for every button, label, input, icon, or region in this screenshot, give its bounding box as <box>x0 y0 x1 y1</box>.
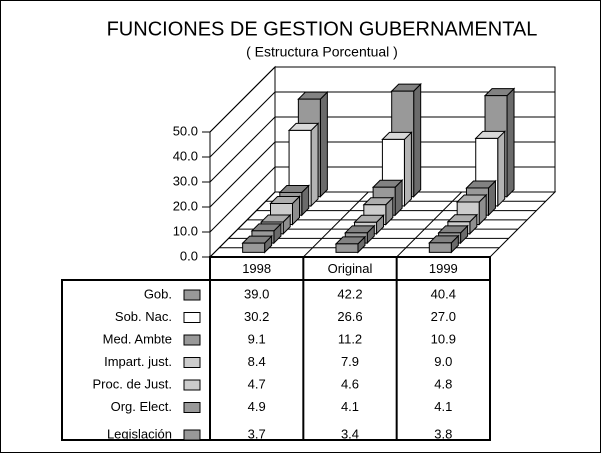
y-tick-label: 20.0 <box>173 198 198 213</box>
table-value: 40.4 <box>431 286 456 301</box>
bar-side <box>310 122 319 208</box>
y-tick-label: 30.0 <box>173 173 198 188</box>
table-value: 9.0 <box>434 354 452 369</box>
grid-line <box>209 91 276 158</box>
legend-swatch <box>183 402 201 413</box>
floor-line <box>396 191 463 258</box>
table-value: 4.6 <box>341 376 359 391</box>
legend-swatch <box>183 289 201 301</box>
chart-subtitle: ( Estructura Porcentual ) <box>246 44 398 60</box>
legend-swatch <box>183 312 201 323</box>
table-box <box>61 279 491 441</box>
chart-title: FUNCIONES DE GESTION GUBERNAMENTAL <box>107 18 538 40</box>
y-tick-label: 10.0 <box>173 223 198 238</box>
grid-line <box>209 66 276 133</box>
bar-side <box>319 90 328 198</box>
bar-side <box>403 131 412 208</box>
table-value: 42.2 <box>337 286 362 301</box>
table-value: 8.4 <box>248 354 266 369</box>
table-value: 39.0 <box>244 286 269 301</box>
y-tick-label: 50.0 <box>173 123 198 138</box>
table-value: 9.1 <box>248 331 266 346</box>
y-tick-label: 40.0 <box>173 148 198 163</box>
grid-line <box>209 116 276 183</box>
table-value: 4.9 <box>248 399 266 414</box>
legend-label: Sob. Nac. <box>115 309 172 324</box>
table-value: 26.6 <box>337 309 362 324</box>
table-value: 4.8 <box>434 376 452 391</box>
x-tick-label: Original <box>328 261 373 276</box>
y-tick-label: 0.0 <box>180 248 198 263</box>
legend-label: Gob. <box>144 286 172 301</box>
legend-label: Impart. just. <box>104 354 172 369</box>
legend-swatch <box>183 429 201 441</box>
legend-label: Org. Elect. <box>111 399 172 414</box>
grid-line <box>209 166 276 233</box>
table-value: 10.9 <box>431 331 456 346</box>
table-value: 30.2 <box>244 309 269 324</box>
legend-swatch <box>183 334 201 346</box>
bar-side <box>506 87 515 198</box>
table-value: 3.8 <box>434 426 452 441</box>
legend-swatch <box>183 379 201 391</box>
table-value: 7.9 <box>341 354 359 369</box>
legend-label: Proc. de Just. <box>93 376 172 391</box>
table-value: 3.4 <box>341 426 359 441</box>
bar-side <box>413 82 422 198</box>
legend-label: Legislación <box>107 426 172 441</box>
table-value: 27.0 <box>431 309 456 324</box>
legend-swatch <box>183 357 201 368</box>
table-value: 4.7 <box>248 376 266 391</box>
legend-label: Med. Ambte <box>103 331 172 346</box>
x-tick-label: 1999 <box>429 261 458 276</box>
floor-line <box>302 191 369 258</box>
bar <box>335 243 359 253</box>
x-tick-label: 1998 <box>242 261 271 276</box>
table-value: 4.1 <box>341 399 359 414</box>
bar <box>428 242 452 253</box>
grid-line <box>209 141 276 208</box>
table-value: 4.1 <box>434 399 452 414</box>
table-value: 11.2 <box>338 331 362 346</box>
table-value: 3.7 <box>248 426 266 441</box>
bar <box>242 242 266 253</box>
grid-line <box>209 191 276 258</box>
bar-side <box>497 130 506 208</box>
